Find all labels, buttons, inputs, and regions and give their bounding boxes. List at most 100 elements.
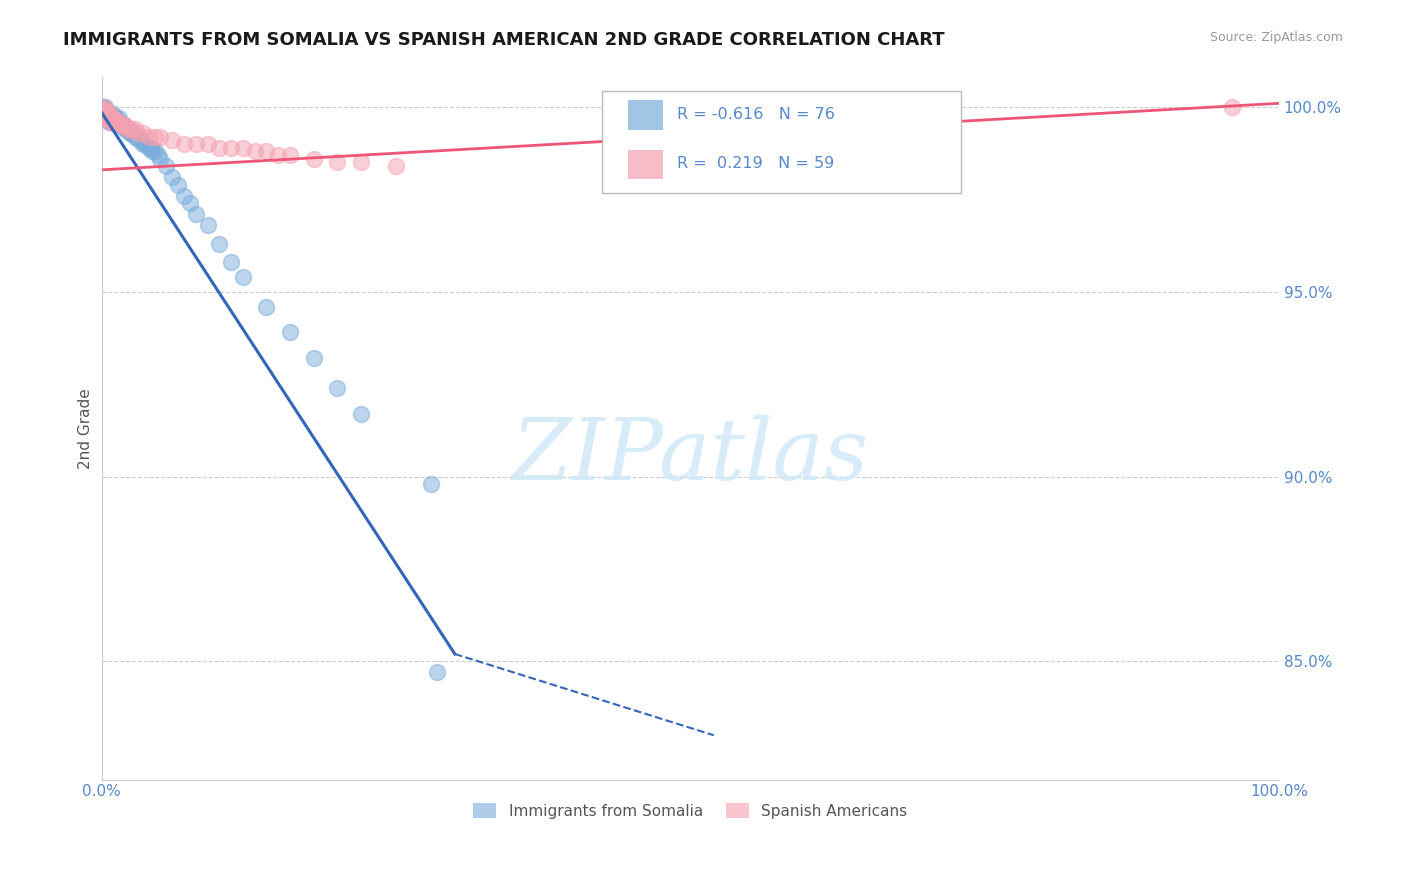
Y-axis label: 2nd Grade: 2nd Grade [79,388,93,469]
Point [115,122,138,136]
Point [125,126,148,140]
Point [420,477,443,491]
Point [98,111,121,125]
Point [104,111,127,125]
Point [124,129,146,144]
Point [267,148,290,162]
Point [111,119,134,133]
Point [232,270,254,285]
Point [91,111,114,125]
Point [149,129,172,144]
Point [131,133,153,147]
Point [108,115,131,129]
Point [232,141,254,155]
Point [143,129,166,144]
Point [105,115,128,129]
Point [349,407,371,421]
Point [385,159,408,173]
Point [104,115,127,129]
Point [208,236,231,251]
Point [93,100,115,114]
Point [114,119,136,133]
Point [101,111,124,125]
Point [93,111,115,125]
Point [278,326,301,340]
Point [146,148,169,162]
Point [98,111,121,125]
Point [93,103,115,118]
Point [93,103,115,118]
Point [184,136,207,151]
Point [101,111,124,125]
Point [114,122,136,136]
Point [278,148,301,162]
Point [125,129,148,144]
Point [254,145,277,159]
Point [97,107,120,121]
Point [91,111,114,125]
Point [173,188,195,202]
Text: R = -0.616   N = 76: R = -0.616 N = 76 [678,107,835,122]
Point [118,126,141,140]
Point [94,103,117,118]
Point [96,111,118,125]
Point [134,136,156,151]
Point [96,107,118,121]
Point [179,196,201,211]
Point [96,107,118,121]
Point [120,122,142,136]
Point [219,141,242,155]
Point [138,141,160,155]
Point [141,145,163,159]
Point [326,381,349,395]
Point [100,115,122,129]
Point [162,133,184,147]
Text: R =  0.219   N = 59: R = 0.219 N = 59 [678,156,835,171]
Point [120,126,142,140]
Point [93,103,115,118]
Point [302,152,325,166]
Point [103,115,125,129]
Point [112,119,135,133]
Point [149,152,172,166]
Point [97,107,120,121]
Point [426,665,449,680]
Point [96,111,118,125]
Point [96,103,118,118]
Point [97,111,120,125]
Point [96,103,118,118]
Point [103,111,125,125]
Point [132,126,155,140]
Point [96,111,118,125]
Point [101,115,124,129]
Point [326,155,349,169]
Point [91,107,114,121]
Point [91,103,114,118]
Point [103,115,125,129]
Point [208,141,231,155]
Point [94,111,117,125]
Point [97,115,120,129]
Point [94,103,117,118]
Point [100,115,122,129]
Point [110,119,132,133]
Point [96,103,118,118]
Point [94,107,117,121]
Point [91,103,114,118]
Point [103,111,125,125]
Point [105,115,128,129]
Point [197,136,219,151]
Legend: Immigrants from Somalia, Spanish Americans: Immigrants from Somalia, Spanish America… [467,797,912,824]
Point [94,107,117,121]
Point [104,115,127,129]
Point [103,107,125,121]
Point [162,170,184,185]
Point [243,145,266,159]
Point [124,122,146,136]
Point [107,115,129,129]
Point [132,136,155,151]
Text: IMMIGRANTS FROM SOMALIA VS SPANISH AMERICAN 2ND GRADE CORRELATION CHART: IMMIGRANTS FROM SOMALIA VS SPANISH AMERI… [63,31,945,49]
Point [93,107,115,121]
Point [254,300,277,314]
Point [100,115,122,129]
